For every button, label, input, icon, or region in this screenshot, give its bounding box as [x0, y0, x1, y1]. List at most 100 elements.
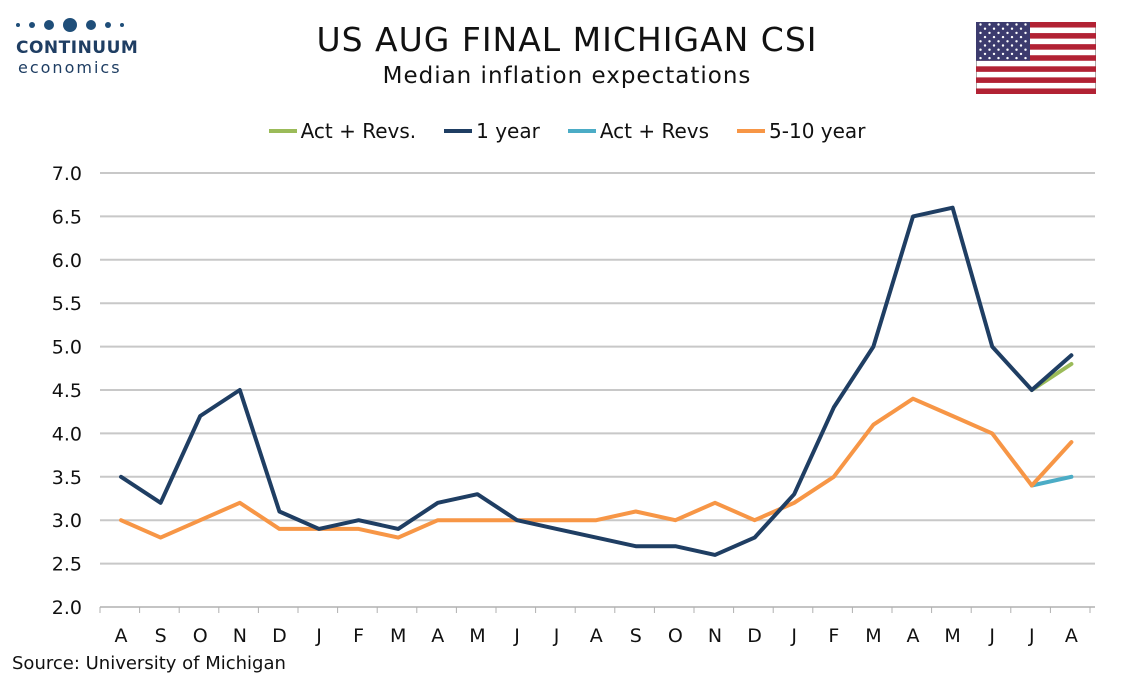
x-tick-label: M	[944, 625, 960, 647]
y-tick-label: 7.0	[52, 163, 82, 185]
brand-name: CONTINUUM	[16, 38, 139, 58]
logo-dots-icon	[16, 18, 124, 32]
flag-star	[979, 56, 982, 60]
flag-star	[988, 40, 991, 43]
flag-star	[988, 48, 991, 51]
x-tick-label: J	[1028, 625, 1035, 647]
flag-star	[1015, 31, 1018, 35]
flag-star	[983, 27, 987, 30]
x-tick-label: M	[469, 625, 485, 647]
source-note: Source: University of Michigan	[12, 653, 286, 674]
x-tick-label: A	[590, 625, 603, 647]
flag-star	[979, 23, 982, 26]
legend-swatch	[268, 129, 297, 133]
x-tick-label: M	[390, 625, 406, 647]
flag-star	[1024, 31, 1027, 35]
x-tick-label: A	[907, 625, 920, 647]
legend-label: 1 year	[476, 119, 540, 143]
flag-star	[1001, 27, 1005, 30]
legend-swatch	[444, 129, 473, 133]
flag-star	[1024, 23, 1027, 26]
legend-item: 1 year	[444, 119, 540, 143]
brand-tagline: economics	[18, 58, 122, 77]
flag-star	[1010, 52, 1014, 56]
flag-star	[979, 31, 982, 35]
x-tick-label: O	[193, 625, 208, 647]
flag-star	[1006, 48, 1009, 51]
x-tick-label: A	[431, 625, 444, 647]
flag-star	[1006, 31, 1009, 35]
flag-star	[992, 27, 996, 30]
flag-star	[1010, 35, 1014, 39]
flag-star	[997, 48, 1000, 51]
y-tick-label: 2.5	[52, 554, 82, 576]
flag-star	[1006, 40, 1009, 43]
legend-label: 5-10 year	[769, 119, 866, 143]
flag-star	[1015, 40, 1018, 43]
flag-star	[979, 40, 982, 43]
legend-label: Act + Revs	[599, 119, 710, 143]
flag-star	[1019, 35, 1023, 39]
x-tick-label: F	[828, 625, 839, 647]
y-tick-label: 2.0	[52, 597, 82, 619]
x-tick-label: J	[988, 625, 995, 647]
flag-star	[1015, 23, 1018, 26]
x-tick-label: A	[1065, 625, 1078, 647]
flag-star	[997, 40, 1000, 43]
legend-swatch	[567, 129, 596, 133]
flag-star	[997, 23, 1000, 26]
flag-star	[983, 35, 987, 39]
y-tick-label: 6.0	[52, 250, 82, 272]
legend-swatch	[737, 129, 766, 133]
flag-star	[988, 31, 991, 35]
chart-subtitle: Median inflation expectations	[382, 63, 752, 89]
x-tick-label: S	[155, 625, 167, 647]
flag-star	[992, 35, 996, 39]
x-tick-label: A	[115, 625, 128, 647]
flag-star	[1015, 48, 1018, 51]
series-line-5-10-year	[119, 396, 1074, 540]
x-tick-label: M	[865, 625, 881, 647]
y-tick-label: 5.5	[52, 293, 82, 315]
x-tick-label: N	[708, 625, 722, 647]
legend-item: 5-10 year	[737, 119, 865, 143]
x-tick-label: N	[233, 625, 247, 647]
x-tick-label: J	[553, 625, 560, 647]
x-tick-label: D	[747, 625, 762, 647]
flag-star	[1024, 48, 1027, 51]
flag-star	[983, 52, 987, 56]
x-tick-label: O	[668, 625, 683, 647]
x-tick-label: J	[315, 625, 322, 647]
chart-title: US AUG FINAL MICHIGAN CSI	[316, 20, 818, 59]
y-tick-label: 4.0	[52, 423, 82, 445]
flag-star	[1010, 27, 1014, 30]
flag-star	[983, 44, 987, 47]
flag-star	[988, 23, 991, 26]
flag-star	[1001, 35, 1005, 39]
flag-star	[1024, 56, 1027, 60]
flag-star	[1001, 52, 1005, 56]
x-tick-label: J	[513, 625, 520, 647]
flag-star	[1019, 44, 1023, 47]
flag-star	[1019, 27, 1023, 30]
flag-star	[1015, 56, 1018, 60]
x-tick-label: S	[630, 625, 642, 647]
flag-star	[988, 56, 991, 60]
y-tick-label: 3.0	[52, 510, 82, 532]
chart-legend: Act + Revs. 1 year Act + Revs 5-10 year	[0, 119, 1134, 143]
legend-item: Act + Revs	[567, 119, 710, 143]
y-tick-label: 5.0	[52, 337, 82, 359]
flag-star	[1006, 56, 1009, 60]
legend-item: Act + Revs.	[268, 119, 416, 143]
flag-star	[997, 31, 1000, 35]
x-tick-label: J	[790, 625, 797, 647]
series-line-1-year	[119, 205, 1074, 557]
y-tick-label: 4.5	[52, 380, 82, 402]
flag-star	[992, 52, 996, 56]
x-tick-label: F	[353, 625, 364, 647]
flag-star	[1024, 40, 1027, 43]
flag-star	[997, 56, 1000, 60]
flag-star	[979, 48, 982, 51]
y-tick-label: 6.5	[52, 206, 82, 228]
